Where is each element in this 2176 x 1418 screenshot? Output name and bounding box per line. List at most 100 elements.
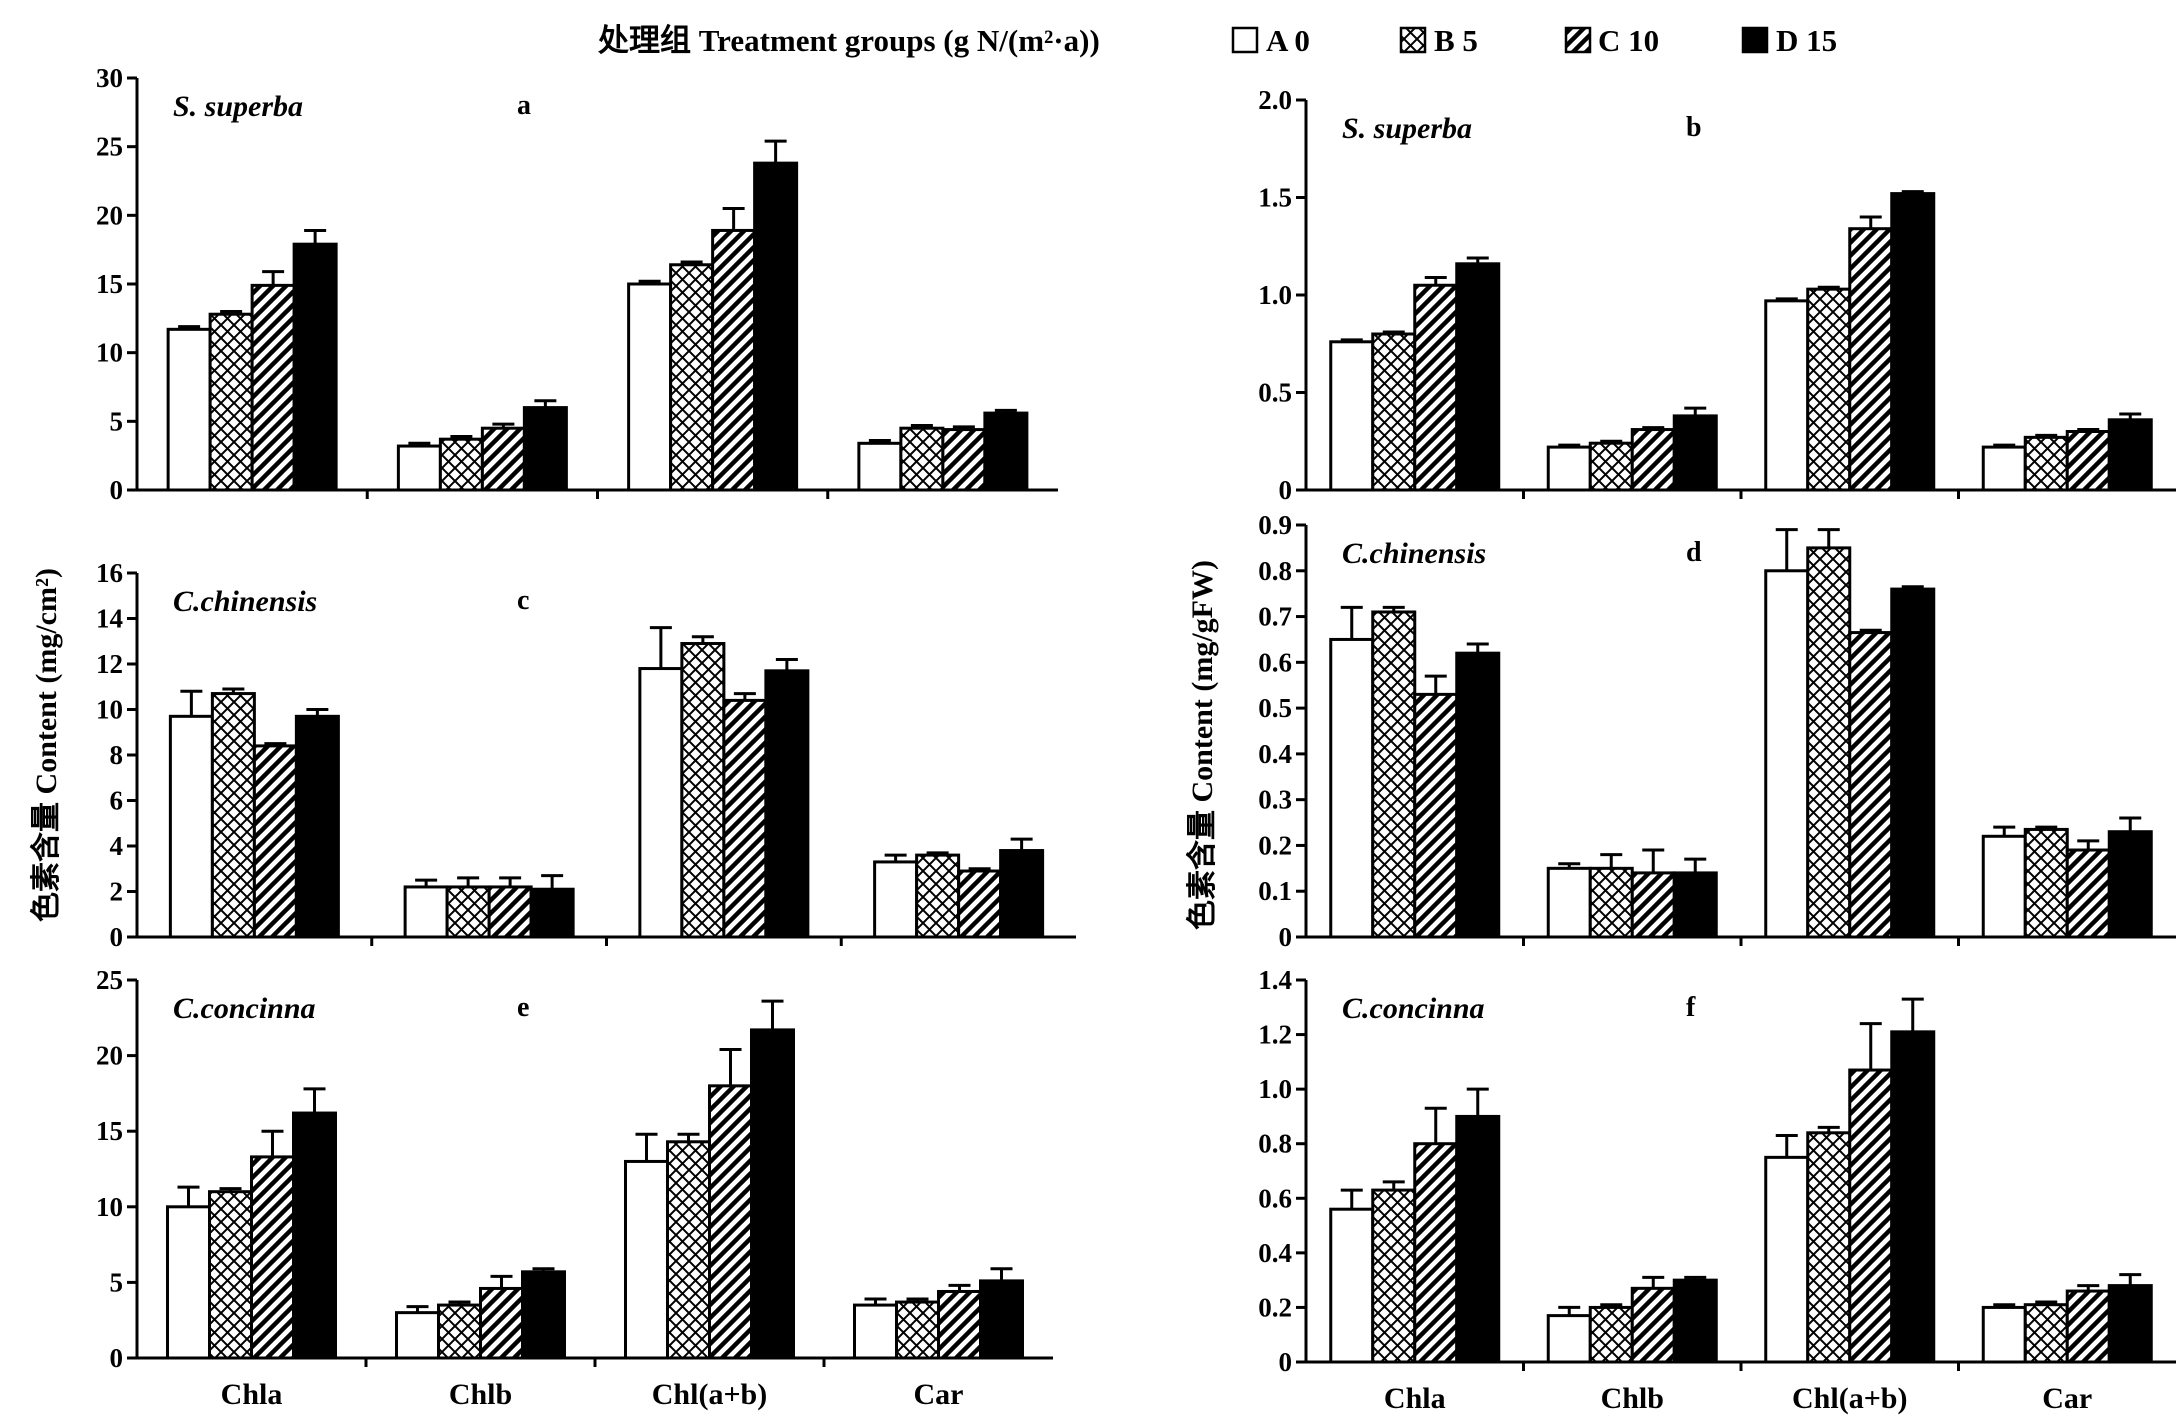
bar-f	[1764, 1155, 1810, 1364]
y-tick-label-a: 15	[96, 269, 123, 299]
bar-c	[445, 885, 491, 939]
y-tick-label-b: 0.5	[1258, 378, 1292, 408]
bar-f	[1455, 1114, 1501, 1364]
bar-f	[2107, 1284, 2153, 1364]
bar-e	[895, 1300, 940, 1360]
y-tick-label-d: 0.2	[1258, 830, 1292, 860]
category-label-e: Car	[914, 1378, 964, 1411]
y-tick-label-c: 6	[110, 786, 124, 816]
y-tick-label-b: 1.5	[1258, 183, 1292, 213]
bar-b	[1981, 445, 2027, 492]
y-tick-label-a: 0	[110, 475, 124, 505]
bar-c	[294, 714, 340, 939]
bar-b	[1455, 262, 1501, 492]
bar-e	[437, 1303, 482, 1360]
bar-b	[1413, 283, 1459, 492]
bar-c	[957, 869, 1003, 939]
bar-d	[1630, 871, 1676, 939]
bar-a	[669, 263, 715, 492]
bar-e	[208, 1190, 253, 1360]
y-tick-label-d: 0.1	[1258, 876, 1292, 906]
y-tick-label-e: 15	[96, 1116, 123, 1146]
bar-d	[1455, 651, 1501, 939]
bar-d	[1588, 866, 1634, 939]
y-tick-label-a: 20	[96, 200, 123, 230]
bar-f	[1329, 1207, 1375, 1364]
bar-a	[753, 161, 799, 492]
legend-swatch-b	[1399, 26, 1427, 54]
legend-label-d: D 15	[1776, 23, 1837, 58]
panel-c: 0 2 4 6 8 10 12 14 16 C.chinensis c	[96, 558, 1076, 952]
category-label-e: Chla	[221, 1378, 283, 1411]
bar-d	[1806, 546, 1852, 939]
category-label-e: Chlb	[449, 1378, 512, 1411]
y-tick-label-f: 0.6	[1258, 1183, 1292, 1213]
bar-c	[873, 860, 919, 939]
panel-letter-d: d	[1686, 537, 1702, 568]
bar-c	[680, 642, 726, 939]
bar-f	[1806, 1131, 1852, 1364]
y-tick-label-c: 16	[96, 558, 123, 588]
bar-f	[1546, 1314, 1592, 1364]
y-tick-label-c: 14	[96, 604, 123, 634]
bar-d	[1764, 569, 1810, 939]
legend-title: 处理组 Treatment groups (g N/(m²·a))	[597, 23, 1100, 58]
bar-d	[1371, 610, 1417, 939]
bar-a	[250, 283, 296, 492]
bar-d	[1981, 834, 2027, 939]
y-tick-label-c: 12	[96, 649, 123, 679]
bar-a	[396, 444, 442, 492]
legend-item-a: A 0	[1231, 23, 1310, 58]
bar-d	[1329, 637, 1375, 939]
bar-e	[624, 1159, 669, 1360]
bar-c	[764, 669, 810, 939]
bar-a	[711, 228, 757, 492]
y-tick-label-d: 0.8	[1258, 556, 1292, 586]
y-tick-label-a: 25	[96, 132, 123, 162]
bar-d	[1546, 866, 1592, 939]
bar-a	[522, 406, 568, 492]
bar-a	[480, 426, 526, 492]
bar-f	[1981, 1305, 2027, 1364]
panel-e: 0 5 10 15 20 25 Chla Chlb Chl(a+b) Car C.concinna e	[96, 965, 1053, 1411]
y-tick-label-d: 0.9	[1258, 510, 1292, 540]
bar-c	[403, 885, 449, 939]
y-tick-label-f: 0.8	[1258, 1129, 1292, 1159]
legend-swatch-a	[1231, 26, 1259, 54]
bar-e	[853, 1303, 898, 1360]
species-label-c: C.chinensis	[173, 585, 317, 618]
y-tick-label-b: 0	[1279, 475, 1293, 505]
bar-c	[638, 667, 684, 939]
legend-item-d: D 15	[1741, 23, 1837, 58]
bar-f	[1848, 1068, 1894, 1364]
panel-d: 0 0.1 0.2 0.3 0.4 0.5 0.6 0.7 0.8 0.9 C.chinensis d	[1258, 510, 2176, 952]
bar-b	[1890, 192, 1936, 492]
bar-a	[438, 437, 484, 492]
y-tick-label-c: 8	[110, 740, 124, 770]
y-tick-label-f: 0.4	[1258, 1238, 1292, 1268]
bar-b	[1630, 428, 1676, 492]
y-tick-label-f: 1.0	[1258, 1074, 1292, 1104]
bar-b	[1764, 299, 1810, 492]
bar-d	[2023, 827, 2069, 939]
y-tick-label-e: 25	[96, 965, 123, 995]
bar-e	[395, 1311, 440, 1360]
bar-a	[627, 282, 673, 492]
category-label-f: Chla	[1384, 1382, 1446, 1415]
bar-f	[1890, 1030, 1936, 1364]
category-label-f: Car	[2042, 1382, 2092, 1415]
y-tick-label-a: 10	[96, 338, 123, 368]
panel-f: 0 0.2 0.4 0.6 0.8 1.0 1.2 1.4 Chla Chlb Chl(a+b) Ca…	[1258, 965, 2176, 1415]
bar-b	[1806, 287, 1852, 492]
legend: 处理组 Treatment groups (g N/(m²·a)) A 0 B …	[597, 23, 1837, 58]
y-tick-label-d: 0.7	[1258, 602, 1292, 632]
y-tick-label-f: 0	[1279, 1347, 1293, 1377]
category-label-f: Chlb	[1601, 1382, 1664, 1415]
bar-e	[979, 1279, 1024, 1360]
y-tick-label-c: 2	[110, 877, 124, 907]
bar-a	[899, 426, 945, 492]
y-tick-label-f: 1.4	[1258, 965, 1292, 995]
bar-e	[521, 1270, 566, 1360]
panel-letter-c: c	[517, 585, 529, 616]
